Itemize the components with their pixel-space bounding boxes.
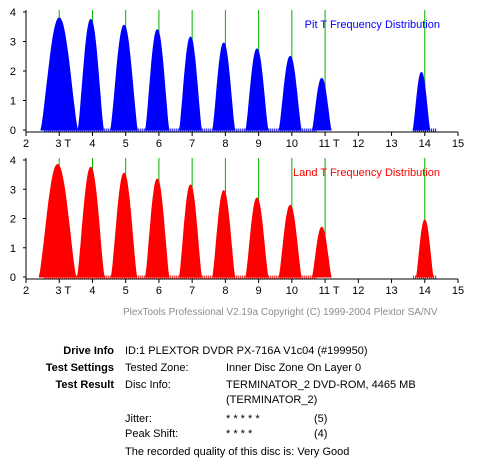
distribution-peak (212, 190, 236, 278)
y-tick-label: 2 (10, 214, 16, 226)
x-tick-label: 4 (89, 285, 95, 297)
y-tick-label: 1 (10, 243, 16, 255)
disc-info-key: Disc Info: (125, 379, 171, 391)
x-tick-label: 12 (352, 138, 364, 150)
y-tick-label: 3 (10, 184, 16, 196)
y-tick-label: 0 (10, 125, 16, 137)
x-tick-label: 4 (89, 138, 95, 150)
x-tick-label: 8 (222, 138, 228, 150)
test-settings-label: Test Settings (45, 362, 114, 374)
disc-info-value-cont: (TERMINATOR_2) (226, 394, 318, 406)
distribution-peak (311, 77, 332, 131)
distribution-peak (245, 48, 269, 131)
copyright-text: PlexTools Professional V2.19a Copyright … (123, 307, 438, 318)
drive-info-label: Drive Info (63, 345, 114, 357)
jitter-score: (5) (314, 413, 328, 425)
distribution-peak (178, 184, 203, 278)
chart-title: Pit T Frequency Distribution (305, 19, 440, 31)
x-tick-label: 2 (23, 285, 29, 297)
y-tick-label: 1 (10, 96, 16, 108)
x-tick-label: 10 (286, 138, 298, 150)
distribution-peak (311, 226, 332, 278)
x-tick-label: 15 (452, 285, 464, 297)
x-tick-label: 7 (189, 138, 195, 150)
x-tick-label: 8 (222, 285, 228, 297)
x-tick-label: 7 (189, 285, 195, 297)
distribution-peak (245, 197, 269, 278)
y-tick-label: 4 (10, 7, 16, 19)
peak-shift-score: (4) (314, 428, 328, 440)
peak-shift-stars: * * * * (226, 428, 253, 440)
x-tick-label: 13 (385, 138, 397, 150)
test-result-label: Test Result (55, 379, 114, 391)
distribution-peak (278, 55, 302, 131)
y-tick-label: 0 (10, 272, 16, 284)
x-tick-label: 3 T (55, 285, 71, 297)
distribution-peak (40, 17, 79, 131)
y-tick-label: 4 (10, 155, 16, 167)
distribution-peak (145, 178, 170, 278)
tested-zone-value: Inner Disc Zone On Layer 0 (226, 362, 362, 374)
distribution-peak (76, 166, 105, 278)
x-tick-label: 2 (23, 138, 29, 150)
disc-info-value: TERMINATOR_2 DVD-ROM, 4465 MB (226, 379, 416, 391)
distribution-peak (278, 204, 302, 278)
x-tick-label: 5 (123, 138, 129, 150)
x-tick-label: 12 (352, 285, 364, 297)
jitter-stars: * * * * * (226, 413, 260, 425)
chart-title: Land T Frequency Distribution (293, 167, 440, 179)
y-tick-label: 3 (10, 37, 16, 49)
distribution-peak (110, 24, 138, 131)
x-tick-label: 10 (286, 285, 298, 297)
x-tick-label: 14 (419, 285, 431, 297)
distribution-peak (77, 18, 104, 131)
x-tick-label: 9 (256, 285, 262, 297)
quality-verdict: The recorded quality of this disc is: Ve… (125, 446, 350, 458)
x-tick-label: 9 (256, 138, 262, 150)
drive-info-value: ID:1 PLEXTOR DVDR PX-716A V1c04 (#199950… (125, 345, 368, 357)
x-tick-label: 14 (419, 138, 431, 150)
distribution-peak (110, 172, 138, 278)
distribution-peak (212, 42, 236, 131)
x-tick-label: 5 (123, 285, 129, 297)
y-tick-label: 2 (10, 66, 16, 78)
x-tick-label: 6 (156, 138, 162, 150)
distribution-peak (415, 219, 434, 278)
distribution-peak (412, 71, 431, 131)
x-tick-label: 15 (452, 138, 464, 150)
x-tick-label: 3 T (55, 138, 71, 150)
jitter-key: Jitter: (125, 413, 152, 425)
distribution-peak (38, 163, 77, 278)
x-tick-label: 11 T (319, 138, 340, 150)
x-tick-label: 13 (385, 285, 397, 297)
distribution-peak (145, 29, 170, 131)
x-tick-label: 11 T (319, 285, 340, 297)
x-tick-label: 6 (156, 285, 162, 297)
peak-shift-key: Peak Shift: (125, 428, 179, 440)
tested-zone-key: Tested Zone: (125, 362, 189, 374)
distribution-peak (178, 36, 203, 131)
